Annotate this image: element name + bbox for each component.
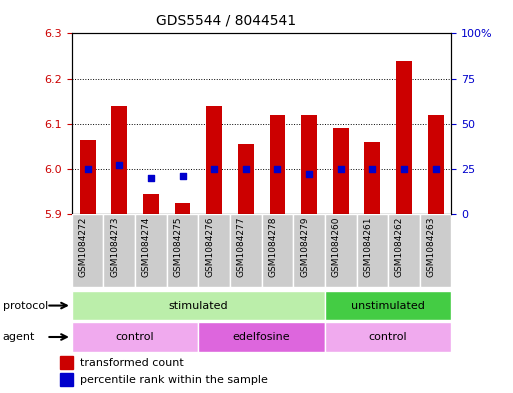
Bar (135, 214, 167, 287)
Bar (325, 322, 451, 352)
Bar (206, 106, 222, 214)
Text: unstimulated: unstimulated (351, 301, 425, 310)
Text: GSM1084273: GSM1084273 (110, 217, 119, 277)
Text: GSM1084276: GSM1084276 (205, 217, 214, 277)
Text: GSM1084262: GSM1084262 (395, 217, 404, 277)
Bar (325, 291, 451, 320)
Bar (293, 214, 325, 287)
Text: GSM1084261: GSM1084261 (363, 217, 372, 277)
Bar (364, 142, 380, 214)
Text: GSM1084277: GSM1084277 (237, 217, 246, 277)
Bar (72, 322, 199, 352)
Bar (143, 194, 159, 214)
Text: GSM1084263: GSM1084263 (427, 217, 436, 277)
Bar (174, 203, 190, 214)
Bar (301, 115, 317, 214)
Point (400, 166, 408, 172)
Bar (238, 144, 254, 214)
Point (84, 166, 92, 172)
Bar (167, 214, 199, 287)
Bar (325, 214, 357, 287)
Bar (199, 214, 230, 287)
Text: edelfosine: edelfosine (233, 332, 290, 342)
Point (147, 175, 155, 181)
Bar (60, 373, 73, 386)
Point (115, 162, 124, 169)
Bar (72, 214, 104, 287)
Bar (428, 115, 444, 214)
Text: GSM1084275: GSM1084275 (173, 217, 183, 277)
Bar (269, 115, 285, 214)
Bar (333, 128, 349, 214)
Bar (388, 214, 420, 287)
Point (179, 173, 187, 179)
Bar (80, 140, 95, 214)
Point (431, 166, 440, 172)
Point (305, 171, 313, 178)
Text: agent: agent (3, 332, 35, 342)
Text: percentile rank within the sample: percentile rank within the sample (80, 375, 267, 384)
Text: GSM1084279: GSM1084279 (300, 217, 309, 277)
Text: control: control (116, 332, 154, 342)
Text: GDS5544 / 8044541: GDS5544 / 8044541 (155, 14, 296, 28)
Text: stimulated: stimulated (169, 301, 228, 310)
Point (242, 166, 250, 172)
Text: transformed count: transformed count (80, 358, 183, 367)
Bar (230, 214, 262, 287)
Bar (262, 214, 293, 287)
Point (337, 166, 345, 172)
Bar (60, 356, 73, 369)
Bar (199, 322, 325, 352)
Text: protocol: protocol (3, 301, 48, 310)
Bar (111, 106, 127, 214)
Text: GSM1084260: GSM1084260 (332, 217, 341, 277)
Point (368, 166, 377, 172)
Point (210, 166, 219, 172)
Bar (396, 61, 412, 214)
Bar (357, 214, 388, 287)
Text: GSM1084278: GSM1084278 (268, 217, 278, 277)
Text: GSM1084274: GSM1084274 (142, 217, 151, 277)
Text: control: control (369, 332, 407, 342)
Bar (104, 214, 135, 287)
Bar (420, 214, 451, 287)
Point (273, 166, 282, 172)
Text: GSM1084272: GSM1084272 (78, 217, 88, 277)
Bar (72, 291, 325, 320)
